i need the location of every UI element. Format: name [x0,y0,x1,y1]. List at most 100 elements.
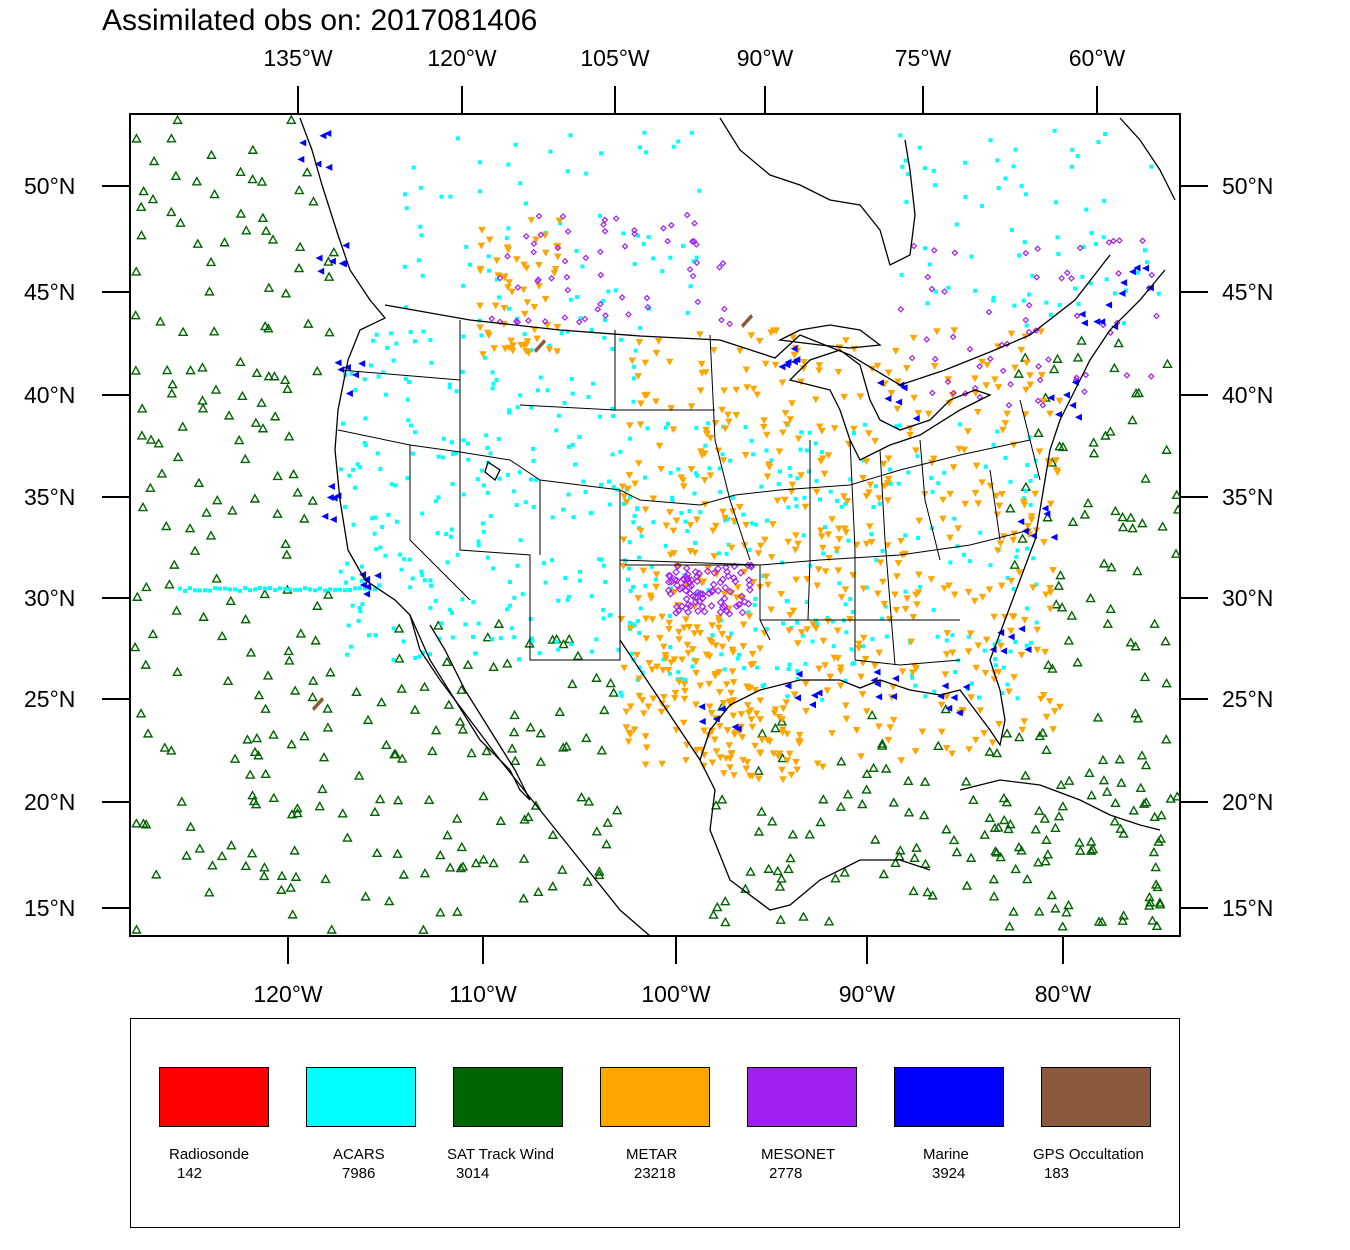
acars-marker [1124,288,1129,293]
sat-wind-marker [594,866,605,876]
metar-marker [742,366,751,374]
metar-marker [626,703,635,711]
acars-marker [1015,548,1020,553]
metar-marker [721,425,730,433]
sat-wind-marker [247,173,258,184]
metar-marker [719,700,728,707]
acars-marker [1011,587,1016,592]
sat-wind-marker [132,591,143,601]
great-salt-lake [484,460,501,482]
metar-marker [873,362,882,370]
acars-marker [844,630,849,635]
sat-wind-marker [206,149,217,160]
acars-marker [439,194,444,199]
sat-wind-marker [509,709,520,720]
marine-marker [794,694,802,702]
metar-marker [698,451,707,459]
marine-marker [698,717,706,725]
sat-wind-marker [155,316,166,326]
legend-label: SAT Track Wind [447,1146,554,1163]
metar-marker [1017,346,1026,354]
acars-marker [1084,207,1089,212]
sat-wind-marker [1001,728,1013,738]
sat-wind-marker [1053,580,1064,590]
marine-marker [342,241,350,249]
sat-wind-marker [204,887,215,897]
sat-wind-marker [990,846,1001,856]
metar-marker [1046,605,1055,613]
top-axis-label: 90°W [737,45,794,71]
sat-wind-marker [1055,779,1067,789]
acars-marker [843,501,848,506]
sat-wind-marker [171,605,182,615]
sat-wind-marker [933,740,944,751]
acars-marker [637,630,642,635]
sat-wind-marker [835,801,847,811]
sat-wind-marker [136,230,147,240]
metar-marker [639,567,648,575]
left-lat-label: 30°N [24,585,75,611]
metar-marker [641,733,650,740]
metar-marker [840,393,848,401]
acars-marker [496,436,501,441]
state-borders [337,320,1041,666]
metar-marker [720,387,728,395]
acars-marker [363,443,368,448]
metar-marker [871,662,879,670]
acars-marker [563,575,568,580]
sat-wind-marker [818,794,829,804]
metar-marker [617,615,626,623]
acars-marker [813,441,818,446]
metar-marker [894,378,902,386]
metar-marker [682,757,690,764]
metar-marker [642,615,650,623]
mesonet-marker [1036,376,1044,384]
acars-marker [751,452,756,457]
sat-wind-marker [880,763,892,773]
acars-marker [884,634,889,639]
mesonet-marker [740,598,749,606]
acars-marker [1019,184,1024,189]
acars-marker [448,194,453,199]
sat-wind-marker [452,906,463,916]
mesonet-marker [944,378,952,386]
sat-wind-marker [457,861,469,871]
acars-marker [599,557,604,562]
acars-marker [1013,639,1018,644]
acars-marker [661,657,666,662]
left-lat-label: 50°N [24,173,75,199]
acars-marker [1080,274,1085,279]
acars-marker [626,566,631,571]
acars-marker [742,666,747,671]
metar-marker [879,460,888,468]
sat-wind-marker [288,468,299,479]
sat-wind-marker [1004,921,1015,931]
sat-wind-marker [903,775,914,786]
metar-marker [774,752,783,760]
metar-marker [478,226,486,234]
metar-marker [749,385,758,393]
marine-marker [1141,264,1149,272]
metar-marker [673,602,682,609]
metar-marker [865,489,873,497]
metar-marker [993,511,1002,519]
sat-wind-marker [419,867,431,878]
metar-marker [924,410,933,418]
sat-wind-marker [257,212,269,223]
sat-wind-marker [136,430,148,440]
acars-marker [851,431,856,436]
mesonet-marker [716,598,725,607]
sat-wind-marker [612,805,623,815]
mesonet-marker [683,211,691,219]
sat-wind-marker [1064,775,1075,785]
acars-marker [343,588,347,593]
mesonet-marker [601,216,609,224]
acars-marker [353,586,357,591]
sat-wind-marker [1125,512,1137,522]
sat-wind-marker [374,793,386,804]
acars-marker [494,377,499,382]
sat-wind-marker [877,738,888,748]
acars-marker [794,504,799,509]
metar-marker [991,376,999,384]
acars-marker [719,652,724,657]
